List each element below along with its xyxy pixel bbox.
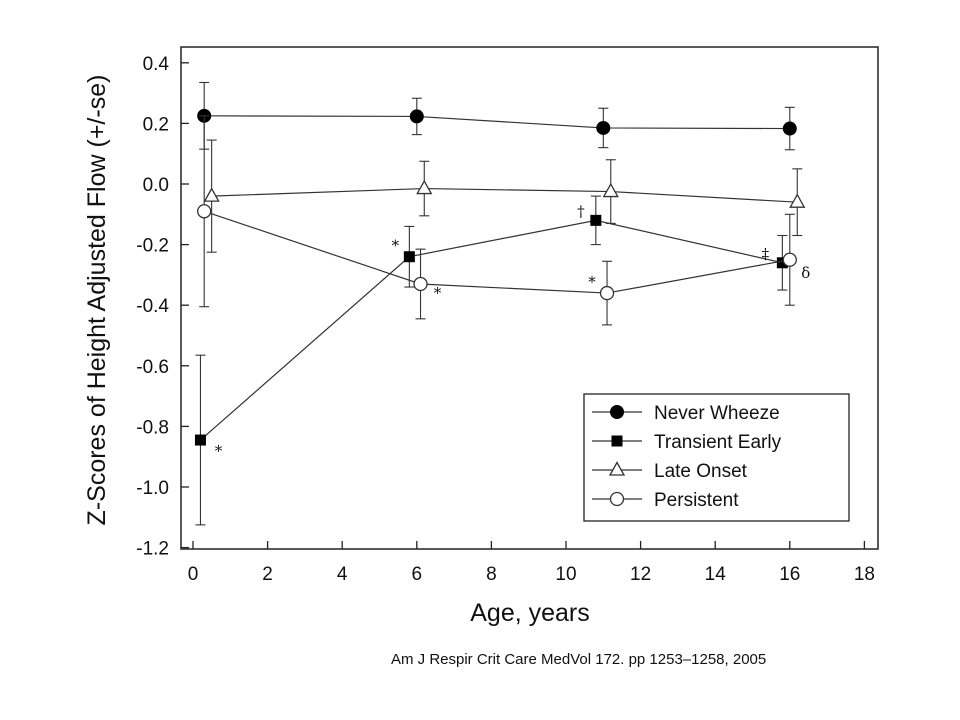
series-layer: * * † ‡ * * δ (194, 81, 810, 526)
x-tick-label: 14 (705, 564, 727, 585)
legend-label: Late Onset (654, 461, 748, 482)
data-point (409, 109, 424, 124)
y-tick-label: -0.6 (136, 357, 169, 378)
significance-mark: * (434, 284, 442, 302)
y-axis-title: Z-Scores of Height Adjusted Flow (+/-se) (83, 75, 111, 526)
legend-marker (611, 435, 623, 447)
series-persistent: * * δ (197, 115, 810, 326)
x-tick-label: 4 (337, 564, 348, 585)
y-tick-label: -0.4 (136, 296, 169, 317)
series-line (204, 115, 790, 130)
series-late-onset (203, 139, 806, 253)
data-point (782, 121, 797, 136)
data-point (599, 285, 615, 301)
y-tick-label: 0.4 (143, 54, 170, 75)
legend-marker (608, 461, 626, 476)
data-point (203, 187, 220, 202)
legend-item-never-wheeze: Never Wheeze (592, 403, 780, 424)
legend-item-late-onset: Late Onset (592, 461, 748, 482)
data-point (416, 179, 433, 195)
data-point (782, 252, 797, 267)
significance-mark: * (215, 442, 223, 460)
data-point (413, 276, 428, 292)
x-tick-label: 10 (555, 564, 576, 585)
significance-mark: * (392, 237, 400, 255)
legend: Never Wheeze Transient Early Late Onset Per… (583, 393, 850, 522)
data-point (590, 214, 602, 226)
significance-mark: ‡ (762, 245, 770, 263)
data-point (776, 257, 788, 269)
data-point (602, 182, 619, 198)
y-tick-label: 0.0 (143, 175, 169, 196)
significance-mark: † (577, 202, 585, 220)
plot-frame (180, 46, 879, 550)
series-never-wheeze (197, 81, 797, 151)
legend-label: Never Wheeze (654, 403, 780, 424)
legend-label: Transient Early (654, 432, 782, 453)
legend-box (583, 393, 850, 522)
data-point (194, 434, 206, 446)
x-tick-label: 6 (412, 564, 423, 585)
legend-item-persistent: Persistent (592, 490, 739, 511)
y-tick-label: -1.0 (136, 478, 169, 499)
data-point (197, 204, 212, 219)
y-tick-label: -1.2 (136, 539, 169, 560)
series-line (211, 187, 798, 203)
significance-mark: * (588, 273, 596, 291)
axis-ticks: 0 2 4 6 8 10 12 14 16 18 0.4 0.2 0.0 -0.2 -0.4 -0.6 -0.8… (136, 54, 875, 585)
y-tick-label: -0.2 (136, 236, 169, 257)
y-tick-label: 0.2 (143, 114, 169, 135)
x-tick-label: 18 (854, 564, 875, 585)
citation: Am J Respir Crit Care MedVol 172. pp 125… (391, 651, 767, 668)
y-tick-label: -0.8 (136, 417, 169, 438)
data-point (789, 193, 806, 208)
x-axis-title: Age, years (470, 599, 590, 627)
x-tick-label: 16 (779, 564, 800, 585)
series-line (200, 219, 783, 441)
x-tick-label: 8 (486, 564, 497, 585)
series-transient-early: * * † ‡ (194, 195, 788, 526)
legend-marker (609, 491, 625, 507)
x-tick-label: 2 (262, 564, 273, 585)
x-tick-label: 0 (188, 564, 199, 585)
significance-mark: δ (801, 264, 810, 282)
series-line (203, 210, 790, 294)
data-point (596, 120, 611, 135)
legend-label: Persistent (654, 490, 739, 511)
legend-marker (610, 405, 624, 419)
data-point (403, 251, 415, 263)
x-tick-label: 12 (630, 564, 651, 585)
legend-item-transient-early: Transient Early (592, 432, 782, 453)
